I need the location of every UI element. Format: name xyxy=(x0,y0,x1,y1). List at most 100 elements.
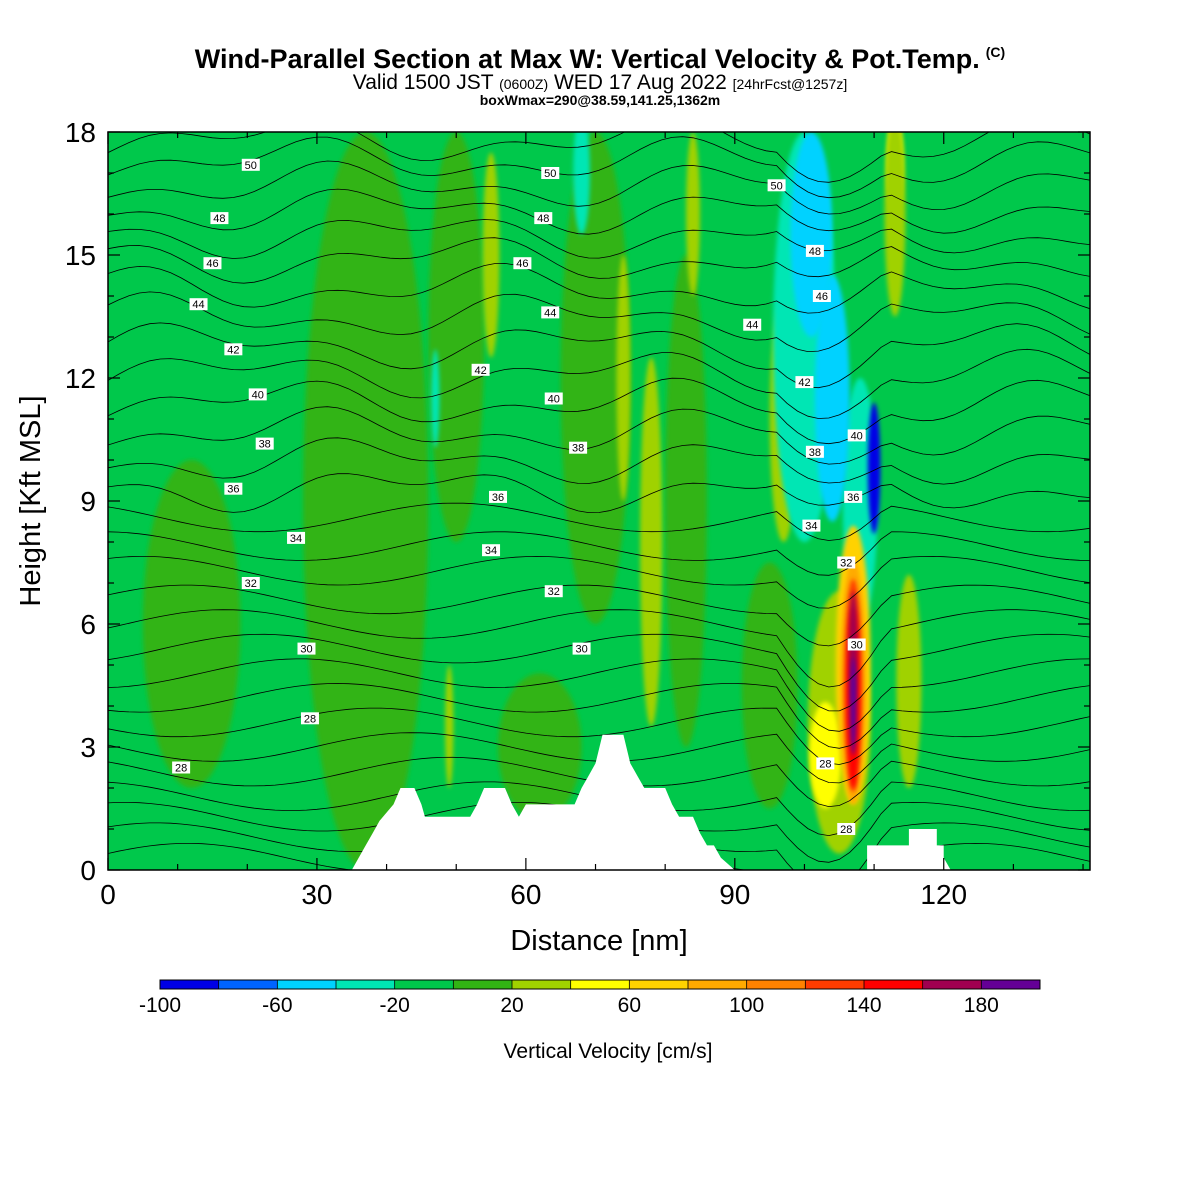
theta-label-text: 28 xyxy=(819,758,831,770)
theta-label-bg xyxy=(471,363,490,376)
velocity-cell xyxy=(809,701,842,809)
theta-label: 32 xyxy=(241,577,260,590)
theta-contour xyxy=(108,584,1090,647)
theta-contour xyxy=(108,322,1090,389)
copyright-mark: (C) xyxy=(985,44,1006,60)
velocity-cell xyxy=(560,132,631,624)
velocity-cell xyxy=(896,574,922,789)
velocity-cell xyxy=(142,460,241,788)
theta-label-text: 30 xyxy=(851,640,863,652)
colorbar-tick-label: 180 xyxy=(964,994,999,1017)
velocity-cell xyxy=(686,132,700,296)
theta-label: 28 xyxy=(816,757,835,770)
theta-label-text: 50 xyxy=(770,180,782,192)
x-tick-label: 60 xyxy=(510,879,541,910)
theta-label-text: 42 xyxy=(474,365,486,377)
theta-contour xyxy=(108,473,1090,514)
colorbar-tick-label: 140 xyxy=(846,994,881,1017)
theta-label-text: 48 xyxy=(537,213,549,225)
colorbar-swatch xyxy=(336,980,396,989)
theta-label-bg xyxy=(172,761,191,774)
theta-label-bg xyxy=(482,544,501,557)
terrain-mask xyxy=(108,734,1090,870)
theta-label-bg xyxy=(837,556,856,569)
theta-label-bg xyxy=(569,441,588,454)
theta-label-text: 50 xyxy=(245,160,257,172)
theta-label-text: 42 xyxy=(798,377,810,389)
theta-label-bg xyxy=(287,531,306,544)
theta-label: 38 xyxy=(569,441,588,455)
theta-label-text: 46 xyxy=(816,291,828,303)
colorbar-tick-label: 100 xyxy=(729,994,764,1017)
theta-label: 48 xyxy=(534,212,553,225)
theta-label-text: 42 xyxy=(227,344,239,356)
y-tick-label: 6 xyxy=(80,609,96,640)
velocity-cell xyxy=(640,357,663,727)
theta-label: 38 xyxy=(255,437,274,451)
theta-contour xyxy=(108,437,1090,485)
y-tick-label: 3 xyxy=(80,732,96,763)
theta-label-text: 32 xyxy=(548,586,560,598)
theta-label-bg xyxy=(544,392,563,405)
velocity-cell xyxy=(616,255,631,501)
chart-title: Wind-Parallel Section at Max W: Vertical… xyxy=(0,44,1200,75)
theta-contour xyxy=(108,609,1090,688)
y-tick-label: 15 xyxy=(65,240,96,271)
box-wmax-info: boxWmax=290@38.59,141.25,1362m xyxy=(479,92,721,108)
colorbar-tick-label: -100 xyxy=(139,994,181,1017)
theta-label-bg xyxy=(805,244,824,257)
theta-label-text: 44 xyxy=(544,307,556,319)
theta-label: 42 xyxy=(224,343,243,356)
theta-label: 42 xyxy=(795,376,814,389)
theta-contour xyxy=(108,237,1090,284)
theta-label-bg xyxy=(241,577,260,589)
theta-label-text: 28 xyxy=(840,824,852,836)
velocity-cell xyxy=(741,562,798,809)
theta-contour xyxy=(108,658,1090,732)
theta-label: 40 xyxy=(248,388,267,401)
zulu-time: (0600Z) xyxy=(499,76,549,92)
theta-label-text: 34 xyxy=(805,521,817,533)
theta-label-text: 30 xyxy=(300,644,312,656)
colorbar-swatch xyxy=(512,980,572,989)
theta-label: 48 xyxy=(210,212,229,225)
theta-label-text: 28 xyxy=(304,713,316,725)
theta-label-text: 46 xyxy=(206,258,218,270)
theta-contour xyxy=(108,132,1090,183)
theta-contour xyxy=(108,219,1090,259)
valid-time: Valid 1500 JST xyxy=(352,71,494,94)
theta-label-text: 44 xyxy=(192,299,204,311)
theta-label: 38 xyxy=(805,445,824,459)
theta-label-text: 36 xyxy=(492,492,504,504)
colorbar-tick-label: 20 xyxy=(500,994,523,1017)
colorbar-swatch xyxy=(922,980,982,989)
theta-label-bg xyxy=(241,158,260,171)
theta-label: 36 xyxy=(489,490,508,504)
x-tick-label: 0 xyxy=(100,879,116,910)
colorbar-swatch xyxy=(746,980,806,989)
theta-label: 32 xyxy=(837,556,856,570)
theta-label-bg xyxy=(812,290,831,302)
theta-label-bg xyxy=(802,519,821,532)
y-axis-label: Height [Kft MSL] xyxy=(15,395,47,606)
x-tick-label: 90 xyxy=(719,879,750,910)
chart-subtitle: Valid 1500 JST (0600Z) WED 17 Aug 2022 [… xyxy=(0,71,1200,95)
theta-label: 34 xyxy=(802,519,821,533)
theta-label-bg xyxy=(541,167,560,179)
colorbar-swatch xyxy=(453,980,513,989)
theta-label: 44 xyxy=(541,306,560,319)
theta-label-bg xyxy=(224,482,243,495)
colorbar-swatch xyxy=(864,980,924,989)
theta-label-bg xyxy=(795,376,814,389)
theta-label-bg xyxy=(300,712,319,725)
velocity-cell xyxy=(814,275,850,522)
theta-label-bg xyxy=(489,490,508,503)
velocity-cell xyxy=(303,132,429,870)
theta-contour xyxy=(108,406,1090,465)
theta-label-bg xyxy=(203,257,222,270)
theta-label-bg xyxy=(210,212,229,225)
theta-label-bg xyxy=(847,638,866,651)
theta-label: 36 xyxy=(844,490,863,504)
